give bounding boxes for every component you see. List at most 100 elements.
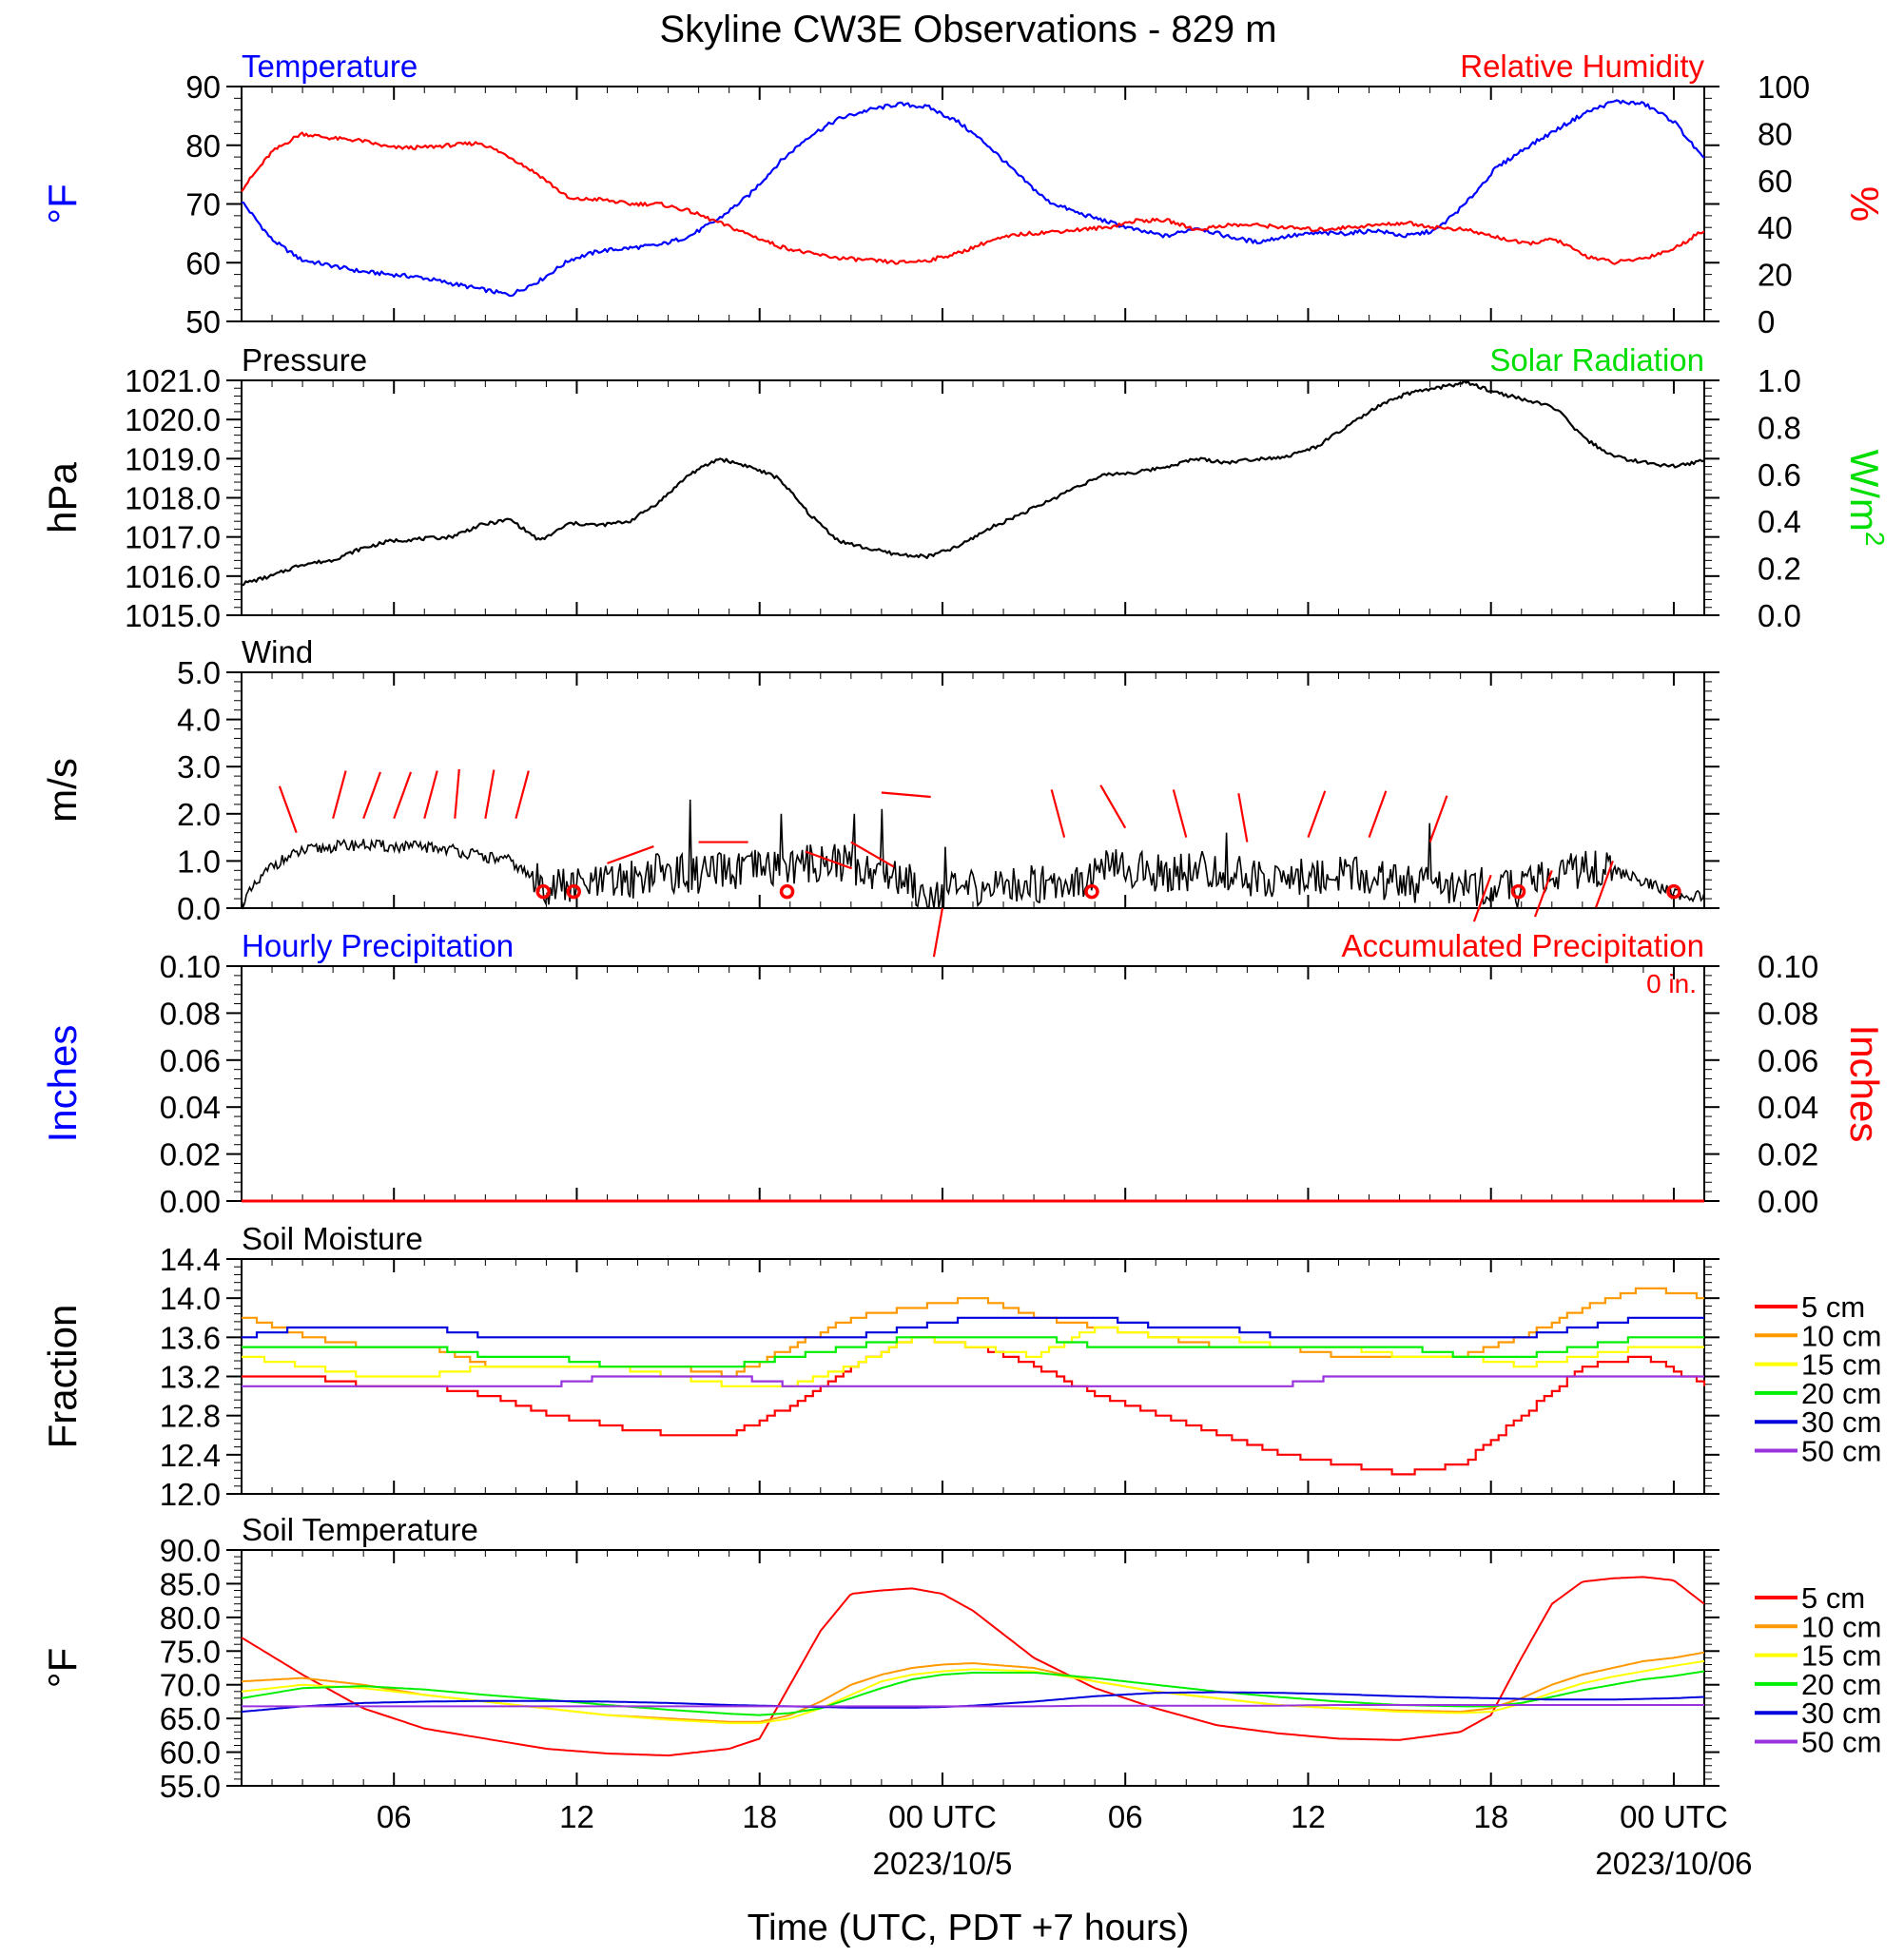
panel-wind: 5.0 4.0 3.0 2.0 1.0 0.0 Wind m/s [40,634,1719,958]
y-tick-label: 0.08 [160,996,221,1031]
panel-title-left: Soil Moisture [242,1221,423,1256]
y-tick-label-right: 20 [1758,258,1793,293]
plot-frame [241,86,1705,322]
wind-barb [515,770,530,820]
panel-title-left: Wind [242,634,313,669]
y-tick-label: 1.0 [177,843,221,879]
y-tick-label: 50 [185,304,221,339]
series-line [241,131,1705,265]
legend-label: 50 cm [1801,1726,1881,1759]
wind-barb [1237,793,1249,843]
plot-frame [241,965,1705,1202]
wind-barb [1172,789,1188,838]
wind-barb [1533,869,1553,918]
x-tick-label: 12 [1291,1799,1326,1834]
panel-soil-moisture: 14.4 14.0 13.6 13.2 12.8 12.4 12.0 Soil Moistur… [40,1221,1881,1512]
y-tick-label-right: 0.2 [1758,552,1801,587]
panels: 90 80 70 60 50 100 80 60 40 20 0 Temperature Relativ… [40,48,1890,1804]
panel-title-left: Pressure [242,342,367,378]
wind-barb [932,907,944,958]
series-line [241,1576,1705,1757]
wind-barb [423,770,438,820]
panel-pressure: 1021.0 1020.0 1019.0 1018.0 1017.0 1016.0 1015… [40,342,1890,633]
y-tick-label: 12.8 [160,1399,221,1434]
y-axis-label-left: °F [40,184,85,223]
calm-marker [1510,883,1526,900]
panel-title-left: Soil Temperature [242,1512,478,1547]
x-tick-label: 18 [1473,1799,1508,1834]
y-tick-label-right: 0.06 [1758,1043,1818,1078]
y-tick-label-right: 0.8 [1758,410,1801,445]
y-tick-label: 0.02 [160,1137,221,1172]
legend-label: 15 cm [1801,1348,1881,1382]
legend-label: 20 cm [1801,1668,1881,1701]
wind-barb [1368,790,1388,838]
y-tick-label-right: 0.02 [1758,1137,1818,1172]
legend-label: 30 cm [1801,1696,1881,1730]
figure-title: Skyline CW3E Observations - 829 m [659,9,1276,50]
calm-marker [566,883,582,900]
x-axis: 06 12 18 00 UTC 06 12 18 00 UTC 2023/10/5 2023/10… [377,1799,1753,1881]
y-tick-label: 90 [185,69,221,105]
y-tick-label-right: 0.4 [1758,504,1801,539]
y-axis-label-left: Fraction [40,1305,85,1449]
calm-marker [535,883,551,900]
y-tick-label: 0.06 [160,1043,221,1078]
y-tick-label: 0.00 [160,1184,221,1219]
legend-label: 15 cm [1801,1639,1881,1673]
legend-label: 30 cm [1801,1405,1881,1439]
y-axis-label-right: W/m2 [1842,450,1890,547]
y-tick-label-right: 40 [1758,210,1793,245]
y-tick-label: 12.4 [160,1438,221,1473]
series-line [242,1336,1704,1368]
plot-frame [241,1549,1705,1787]
y-tick-label: 1016.0 [125,559,221,594]
x-date-label: 2023/10/06 [1595,1846,1752,1881]
wind-barb [805,850,853,870]
plot-frame [241,379,1705,616]
calm-marker [1666,883,1681,900]
series-line [241,1670,1705,1716]
accumulated-total-label: 0 in. [1646,969,1697,998]
y-tick-label: 90.0 [160,1533,221,1568]
wind-barb [484,769,495,819]
series-line [241,99,1705,298]
wind-barb [362,771,381,820]
y-tick-label: 3.0 [177,749,221,785]
y-tick-label: 12.0 [160,1477,221,1512]
y-tick-label-right: 0.10 [1758,949,1818,984]
y-tick-label: 80.0 [160,1600,221,1636]
legend-label: 20 cm [1801,1377,1881,1410]
panel-title-right: Relative Humidity [1460,48,1704,84]
series-line [242,1375,1704,1387]
y-tick-label: 1019.0 [125,441,221,476]
panel-soil-temperature: 90.085.080.075.070.065.060.055.0 Soil Tem… [40,1512,1881,1804]
x-tick-label: 00 UTC [888,1799,997,1834]
panel-temperature: 90 80 70 60 50 100 80 60 40 20 0 Temperature Relativ… [40,48,1887,339]
y-tick-label-right: 1.0 [1758,363,1801,398]
y-tick-label: 0.04 [160,1090,221,1125]
wind-barb [1099,785,1127,829]
y-tick-label: 4.0 [177,703,221,738]
x-tick-label: 06 [1108,1799,1143,1834]
legend-label: 50 cm [1801,1435,1881,1468]
wind-barb [1472,874,1492,922]
x-tick-label: 12 [559,1799,594,1834]
x-tick-label: 18 [742,1799,777,1834]
y-axis-label-left: °F [40,1648,85,1688]
y-tick-label: 1015.0 [125,598,221,633]
y-tick-label: 1020.0 [125,402,221,437]
y-axis-label-left: m/s [40,758,85,823]
y-tick-label: 75.0 [160,1634,221,1669]
legend-label: 5 cm [1801,1290,1865,1324]
panel-precipitation: 0.10 0.08 0.06 0.04 0.02 0.00 0.10 0.08 0.06 0.04… [40,928,1887,1219]
legend-label: 10 cm [1801,1610,1881,1643]
y-tick-label: 1017.0 [125,520,221,555]
y-axis-label-left: Inches [40,1025,85,1143]
y-tick-label: 85.0 [160,1566,221,1601]
y-tick-label-right: 100 [1758,69,1810,105]
series-line [242,1704,1704,1708]
wind-barb [1307,790,1327,838]
y-tick-label-right: 60 [1758,164,1793,199]
